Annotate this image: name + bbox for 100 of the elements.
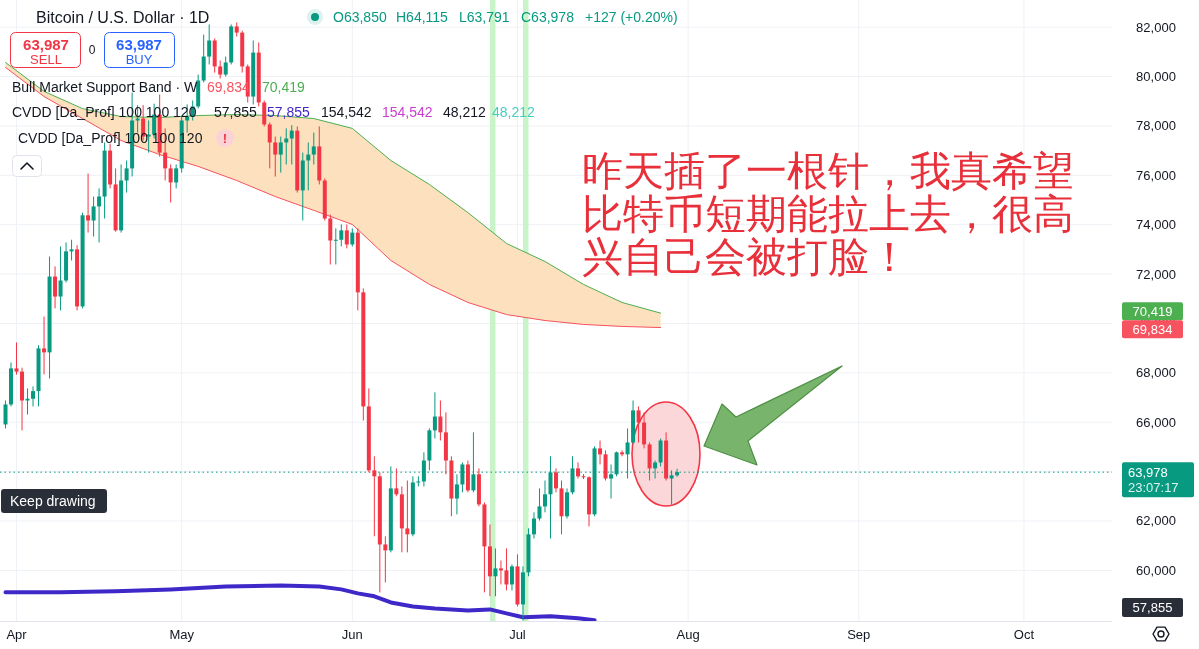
y-tick-label: 66,000: [1136, 414, 1176, 430]
candlestick: [620, 449, 625, 457]
candlestick: [509, 563, 514, 591]
candlestick: [498, 560, 503, 585]
annotation: L63,791: [459, 9, 510, 25]
annotation: 63,987: [23, 35, 69, 53]
candlestick: [31, 385, 36, 407]
candlestick: [207, 23, 212, 65]
annotation: O63,850: [333, 9, 387, 25]
candlestick: [394, 467, 399, 497]
candlestick: [537, 487, 542, 521]
candlestick: [91, 196, 96, 238]
text: 69,834: [1132, 321, 1173, 337]
candlestick: [636, 405, 641, 443]
candlestick: [542, 480, 547, 513]
candlestick: [311, 132, 316, 165]
annotation: 70,419: [262, 79, 306, 95]
candlestick: [42, 316, 47, 375]
candlestick: [576, 461, 581, 480]
annotation: 57,855: [267, 104, 311, 120]
candlestick: [372, 455, 377, 537]
candlestick: [658, 438, 663, 467]
candlestick: [333, 227, 338, 265]
candlestick: [289, 124, 294, 165]
candlestick: [554, 467, 558, 493]
y-tick-label: 62,000: [1136, 513, 1176, 529]
y-tick-label: 60,000: [1136, 562, 1176, 578]
x-tick-label: Jun: [341, 626, 363, 642]
y-tick-label: 76,000: [1136, 167, 1176, 183]
candlestick: [223, 56, 228, 78]
candlestick: [647, 441, 652, 481]
annotation: !: [222, 130, 228, 146]
candlestick: [438, 400, 443, 441]
annotation: 0: [88, 43, 96, 57]
candlestick: [168, 163, 173, 203]
annotation: 154,542: [321, 104, 372, 120]
candlestick: [531, 511, 536, 540]
candlestick: [267, 121, 272, 169]
candlestick: [504, 547, 509, 591]
y-tick-label: 80,000: [1136, 69, 1176, 85]
x-tick-label: Sep: [847, 626, 871, 642]
candlestick: [405, 480, 410, 553]
candlestick: [570, 455, 575, 495]
candlestick: [25, 387, 30, 416]
annotation: 57,855: [214, 104, 258, 120]
ref-line-label: 63,978: [1128, 464, 1168, 480]
line-series: [3, 583, 597, 621]
candlestick: [598, 440, 603, 465]
annotation: +127 (+0.20%): [585, 9, 678, 25]
candlestick: [273, 136, 278, 178]
candlestick: [201, 34, 206, 83]
candlestick: [53, 265, 58, 309]
candlestick: [642, 411, 647, 449]
x-tick-label: Apr: [6, 626, 28, 642]
annotation: 63,987: [116, 35, 162, 53]
candlestick: [344, 223, 349, 249]
candlestick: [14, 341, 19, 376]
annotation: H64,115: [396, 9, 449, 25]
candlestick: [262, 100, 267, 127]
annotation: 昨天插了一根针，我真希望比特币短期能拉上去，很高兴自己会被打脸！: [582, 147, 1075, 281]
candlestick: [3, 400, 8, 429]
x-tick-label: May: [169, 626, 195, 642]
text: 57,855: [1132, 600, 1173, 615]
candlestick: [86, 173, 91, 234]
y-tick-label: 74,000: [1136, 217, 1176, 233]
candlestick: [416, 475, 421, 487]
candlestick: [669, 469, 674, 505]
x-tick-label: Oct: [1013, 626, 1035, 642]
annotation: 48,212: [443, 104, 487, 120]
candlestick: [548, 455, 553, 540]
annotation: C63,978: [521, 9, 575, 25]
candlestick: [471, 431, 476, 493]
annotation: 48,212: [492, 104, 536, 120]
y-tick-label: 82,000: [1136, 19, 1176, 35]
candlestick: [493, 547, 498, 597]
y-tick-label: 78,000: [1136, 118, 1176, 134]
candlestick: [58, 245, 63, 311]
y-tick-label: 72,000: [1136, 266, 1176, 282]
text: 23:07:17: [1128, 479, 1179, 495]
annotation: 154,542: [382, 104, 433, 120]
candlestick: [432, 391, 437, 440]
text: Bitcoin / U.S. Dollar · 1D: [36, 8, 210, 26]
candlestick: [350, 227, 355, 247]
candlestick: [383, 535, 388, 583]
candlestick: [565, 487, 570, 520]
candlestick: [278, 136, 283, 174]
candlestick: [69, 239, 74, 261]
candlestick: [218, 60, 223, 80]
candlestick: [97, 187, 102, 243]
y-tick-label: 68,000: [1136, 365, 1176, 381]
candlestick: [328, 214, 333, 265]
candlestick: [421, 451, 426, 487]
text: 70,419: [1132, 303, 1173, 319]
candlestick: [454, 473, 459, 515]
annotation: Keep drawing: [10, 493, 96, 509]
candlestick: [124, 160, 129, 194]
candlestick: [339, 223, 344, 247]
x-tick-label: Aug: [676, 626, 700, 642]
x-tick-label: Jul: [509, 626, 526, 642]
candlestick: [174, 163, 179, 189]
